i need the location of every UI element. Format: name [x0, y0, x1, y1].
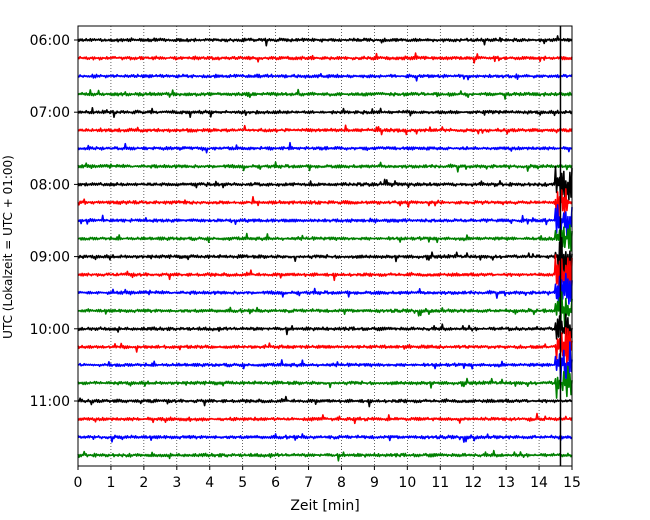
- trace-09-00: [77, 254, 573, 292]
- x-tick-label: 13: [497, 475, 515, 491]
- plot-frame: [77, 25, 573, 467]
- x-tick-label: 8: [337, 475, 346, 491]
- x-tick-label: 5: [238, 475, 247, 491]
- x-axis-label: Zeit [min]: [290, 498, 359, 514]
- trace-08-00: [77, 188, 573, 221]
- trace-08-30: [77, 224, 573, 261]
- y-tick-label: 09:00: [30, 250, 70, 266]
- x-tick-label: 10: [398, 475, 416, 491]
- y-axis-ticks: 06:00 07:00 08:00 09:00 10:00 11:00: [30, 33, 78, 410]
- trace-11-15: [77, 433, 573, 443]
- trace-07-30: [77, 161, 573, 173]
- x-tick-label: 7: [304, 475, 313, 491]
- x-tick-label: 4: [205, 475, 214, 491]
- x-tick-label: 15: [563, 475, 581, 491]
- trace-06-30: [77, 88, 573, 100]
- trace-06-45: [77, 107, 573, 118]
- x-tick-label: 2: [139, 475, 148, 491]
- grid-lines: [110, 26, 540, 466]
- trace-09-30: [77, 291, 573, 328]
- trace-10-45: [77, 395, 573, 408]
- trace-06-15: [77, 72, 573, 82]
- trace-10-30: [77, 365, 573, 399]
- y-tick-label: 10:00: [30, 322, 70, 338]
- x-tick-label: 1: [106, 475, 115, 491]
- x-tick-label: 14: [530, 475, 548, 491]
- trace-11-00: [77, 412, 573, 425]
- x-tick-label: 9: [370, 475, 379, 491]
- trace-07-00: [77, 124, 573, 136]
- trace-09-15: [77, 272, 573, 312]
- x-axis-ticks: 0 1 2 3 4 5 6 7 8 9 10 11 12 13 14 15: [74, 466, 581, 491]
- y-axis-label: UTC (Lokalzeit = UTC + 01:00): [1, 155, 15, 339]
- x-tick-label: 6: [271, 475, 280, 491]
- trace-08-15: [77, 204, 573, 241]
- trace-09-45: [77, 313, 573, 347]
- trace-06-00: [77, 52, 573, 64]
- trace-10-00: [77, 327, 573, 369]
- y-tick-label: 08:00: [30, 177, 70, 193]
- x-tick-label: 11: [431, 475, 449, 491]
- trace-11-30: [77, 449, 573, 462]
- y-tick-label: 07:00: [30, 105, 70, 121]
- trace-07-15: [77, 141, 573, 154]
- trace-07-45: [77, 165, 573, 203]
- y-tick-label: 06:00: [30, 33, 70, 49]
- trace-10-15: [77, 341, 573, 385]
- x-tick-label: 0: [74, 475, 83, 491]
- traces: [77, 35, 573, 462]
- x-tick-label: 12: [464, 475, 482, 491]
- plot-background: [78, 26, 572, 466]
- trace-05-45: [77, 35, 573, 47]
- x-tick-label: 3: [172, 475, 181, 491]
- trace-08-45: [77, 236, 573, 280]
- y-tick-label: 11:00: [30, 394, 70, 410]
